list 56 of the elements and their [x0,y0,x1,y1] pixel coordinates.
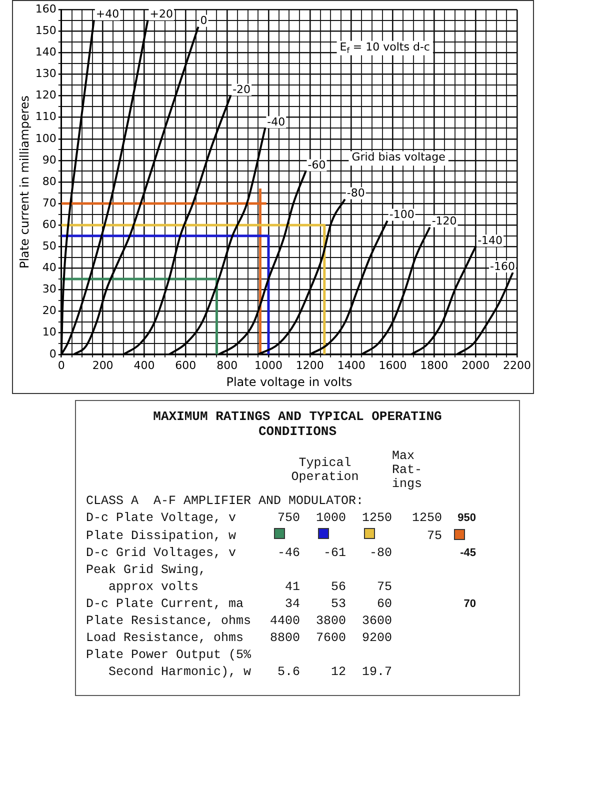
x-tick-label: 800 [216,358,238,372]
y-tick-label: 20 [42,304,56,318]
text: Second Harmonic), w 5.6 12 19.7 [108,665,392,679]
series-label: -100 [389,208,414,222]
y-tick-label: 30 [42,282,56,296]
x-axis-title: Plate voltage in volts [226,374,352,389]
text: Plate Power Output (5% [86,648,252,662]
y-tick-label: 100 [35,132,56,145]
y-tick-label: 110 [35,110,56,124]
y-axis-title: Plate current in milliamperes [17,95,32,269]
x-tick-label: 400 [134,358,155,372]
series-label: -60 [308,158,326,172]
text: Typical Operation Max Rat- ings [291,449,422,491]
x-tick-label: 600 [175,358,196,372]
x-tick-label: 1600 [378,358,407,372]
series-label: -140 [478,234,503,248]
series-label: -40 [267,115,286,128]
y-tick-label: 50 [42,240,56,253]
text: Plate Resistance, ohms 4400 3800 3600 [86,614,392,628]
series-label: +20 [150,8,173,21]
y-tick-label: 150 [35,24,56,38]
series-label: 0 [200,14,208,28]
text: CLASS A A-F AMPLIFIER AND MODULATOR: [86,494,365,508]
x-tick-label: 2200 [503,358,532,372]
series-label: +40 [96,8,120,21]
y-tick-label: 40 [42,261,56,274]
text: approx volts 41 56 75 [108,580,392,594]
text: D-c Plate Current, ma 34 53 60 70 [86,597,476,611]
series-label: -120 [432,214,457,228]
y-tick-label: 130 [35,67,56,80]
series-label: -160 [490,260,516,273]
text: D-c Grid Voltages, v -46 -61 -80 -45 [86,546,476,560]
series-label: -20 [232,83,251,96]
annotation: Grid bias voltage [352,150,446,164]
y-tick-label: 140 [35,46,56,59]
x-tick-label: 1800 [420,358,448,372]
x-tick-label: 200 [92,358,114,372]
text: Load Resistance, ohms 8800 7600 9200 [86,631,392,645]
y-tick-label: 120 [35,88,56,102]
x-tick-label: 0 [58,358,65,372]
y-tick-label: 160 [35,2,56,16]
y-tick-label: 80 [42,174,56,188]
x-tick-label: 1200 [296,358,324,372]
series-label: -80 [346,186,365,200]
y-tick-label: 60 [42,218,56,231]
y-tick-label: 70 [42,196,56,210]
x-tick-label: 1000 [254,358,282,372]
text: D-c Plate Voltage, v 750 1000 1250 1250 950 [86,511,476,525]
text: Peak Grid Swing, [86,563,208,577]
y-tick-label: 0 [49,347,56,360]
text: Plate Dissipation, w 75 [86,528,442,542]
x-tick-label: 1400 [337,358,366,372]
y-tick-label: 90 [42,153,56,166]
y-tick-label: 10 [42,326,56,339]
x-tick-label: 2000 [462,358,490,372]
text: MAXIMUM RATINGS AND TYPICAL OPERATING CONDITIONS [152,409,443,439]
